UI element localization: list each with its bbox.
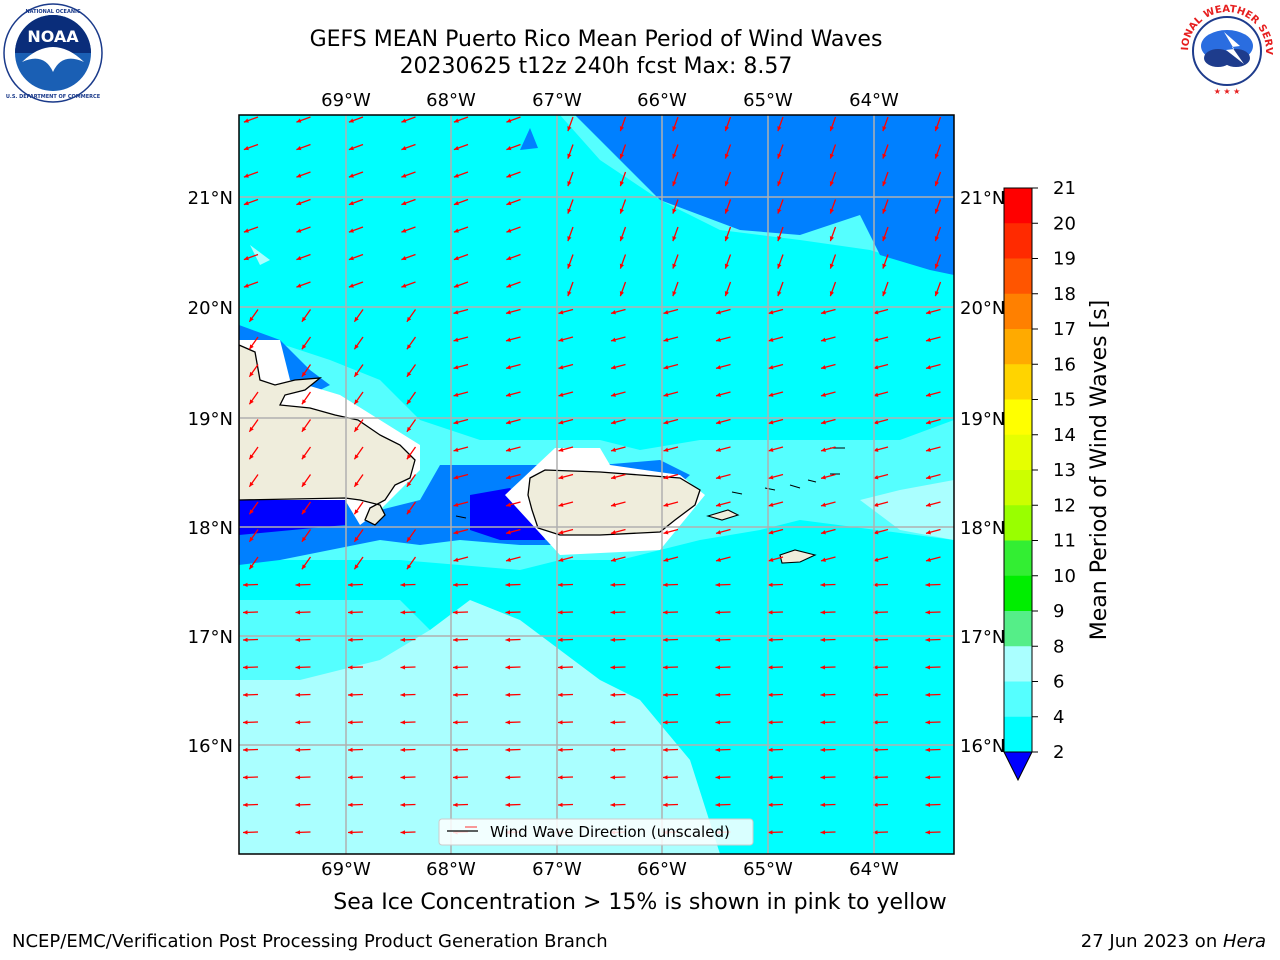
footer-credit: NCEP/EMC/Verification Post Processing Pr… <box>12 931 608 952</box>
colorbar-tick-label: 8 <box>1053 636 1064 657</box>
map-fill-layer <box>239 115 954 854</box>
svg-text:★ ★ ★: ★ ★ ★ <box>1214 87 1241 96</box>
period-band-2-4 <box>575 115 954 275</box>
lon-label-bottom: 65°W <box>743 859 793 880</box>
colorbar-tick-label: 2 <box>1053 742 1064 763</box>
colorbar-swatch <box>1004 505 1032 541</box>
noaa-logo-text: NOAA <box>27 27 79 46</box>
plot-title-line2: 20230625 t12z 240h fcst Max: 8.57 <box>399 54 793 79</box>
lon-label-top: 69°W <box>321 90 371 111</box>
lon-label-top: 66°W <box>637 90 687 111</box>
graticule <box>239 115 954 854</box>
colorbar-tick-label: 6 <box>1053 672 1064 693</box>
colorbar-tick-label: 20 <box>1053 213 1076 234</box>
land-puerto-rico <box>527 469 701 536</box>
wind-vectors <box>242 116 942 835</box>
colorbar-swatch <box>1004 399 1032 436</box>
lat-label-left: 18°N <box>188 518 233 539</box>
lat-label-right: 21°N <box>960 188 1005 209</box>
colorbar-tick-label: 14 <box>1053 425 1076 446</box>
colorbar-tick-label: 15 <box>1053 390 1076 411</box>
colorbar-tick-label: 10 <box>1053 566 1076 587</box>
colorbar-swatch <box>1004 434 1032 471</box>
colorbar-tick-label: 16 <box>1053 354 1076 375</box>
colorbar-extend-arrow <box>1003 751 1033 782</box>
colorbar-tick-label: 19 <box>1053 249 1076 270</box>
noaa-logo: NOAA NATIONAL OCEANIC U.S. DEPARTMENT OF… <box>3 3 103 103</box>
colorbar-swatch <box>1004 540 1032 577</box>
lon-label-bottom: 66°W <box>637 859 687 880</box>
svg-text:NATIONAL OCEANIC: NATIONAL OCEANIC <box>25 9 80 15</box>
colorbar-tick-label: 13 <box>1053 460 1076 481</box>
colorbar-tick-label: 21 <box>1053 178 1076 199</box>
colorbar: 21 20 19 18 17 16 15 14 13 12 11 10 9 8 6 4 2 <box>1003 178 1076 782</box>
footer-date-text: 27 Jun 2023 on <box>1080 931 1223 952</box>
lat-label-right: 18°N <box>960 518 1005 539</box>
colorbar-tick-label: 9 <box>1053 601 1064 622</box>
colorbar-tick-label: 18 <box>1053 284 1076 305</box>
colorbar-swatch <box>1004 293 1032 330</box>
colorbar-swatch <box>1004 470 1032 506</box>
colorbar-swatch <box>1004 364 1032 400</box>
colorbar-swatch <box>1004 681 1032 718</box>
lon-label-bottom: 64°W <box>849 859 899 880</box>
lat-label-right: 17°N <box>960 627 1005 648</box>
map-legend: Wind Wave Direction (unscaled) <box>438 818 754 846</box>
footer-machine: Hera <box>1222 931 1266 952</box>
colorbar-tick-label: 12 <box>1053 495 1076 516</box>
lat-label-right: 19°N <box>960 409 1005 430</box>
sea-ice-note: Sea Ice Concentration > 15% is shown in … <box>333 890 947 915</box>
colorbar-swatch <box>1004 223 1032 259</box>
lon-label-bottom: 69°W <box>321 859 371 880</box>
colorbar-swatch <box>1004 646 1032 682</box>
lon-label-top: 64°W <box>849 90 899 111</box>
lon-label-top: 68°W <box>426 90 476 111</box>
colorbar-swatch <box>1004 716 1032 753</box>
colorbar-tick-label: 4 <box>1053 707 1064 728</box>
lat-label-left: 19°N <box>188 409 233 430</box>
lat-label-left: 17°N <box>188 627 233 648</box>
svg-text:U.S. DEPARTMENT OF COMMERCE: U.S. DEPARTMENT OF COMMERCE <box>6 94 101 100</box>
legend-label: Wind Wave Direction (unscaled) <box>490 823 730 841</box>
lat-label-left: 21°N <box>188 188 233 209</box>
land-hispaniola <box>239 344 416 526</box>
colorbar-swatch <box>1004 329 1032 365</box>
plot-title-line1: GEFS MEAN Puerto Rico Mean Period of Win… <box>309 27 883 52</box>
colorbar-swatch <box>1004 611 1032 647</box>
colorbar-swatch <box>1004 188 1032 224</box>
period-band-8-9 <box>239 600 720 854</box>
lon-label-top: 67°W <box>532 90 582 111</box>
nws-logo: NATIONAL WEATHER SERVICE ★ ★ ★ <box>1178 2 1274 98</box>
lon-label-bottom: 68°W <box>426 859 476 880</box>
lat-label-right: 16°N <box>960 736 1005 757</box>
colorbar-swatch <box>1004 575 1032 612</box>
colorbar-tick-label: 17 <box>1053 319 1076 340</box>
colorbar-label: Mean Period of Wind Waves [s] <box>1087 300 1112 640</box>
map-frame <box>238 114 955 855</box>
colorbar-tick-label: 11 <box>1053 531 1076 552</box>
lon-label-top: 65°W <box>743 90 793 111</box>
colorbar-swatch <box>1004 258 1032 295</box>
lon-label-bottom: 67°W <box>532 859 582 880</box>
lat-label-left: 20°N <box>188 298 233 319</box>
lat-label-right: 20°N <box>960 298 1005 319</box>
lat-label-left: 16°N <box>188 736 233 757</box>
footer-date: 27 Jun 2023 on Hera <box>1081 931 1266 952</box>
